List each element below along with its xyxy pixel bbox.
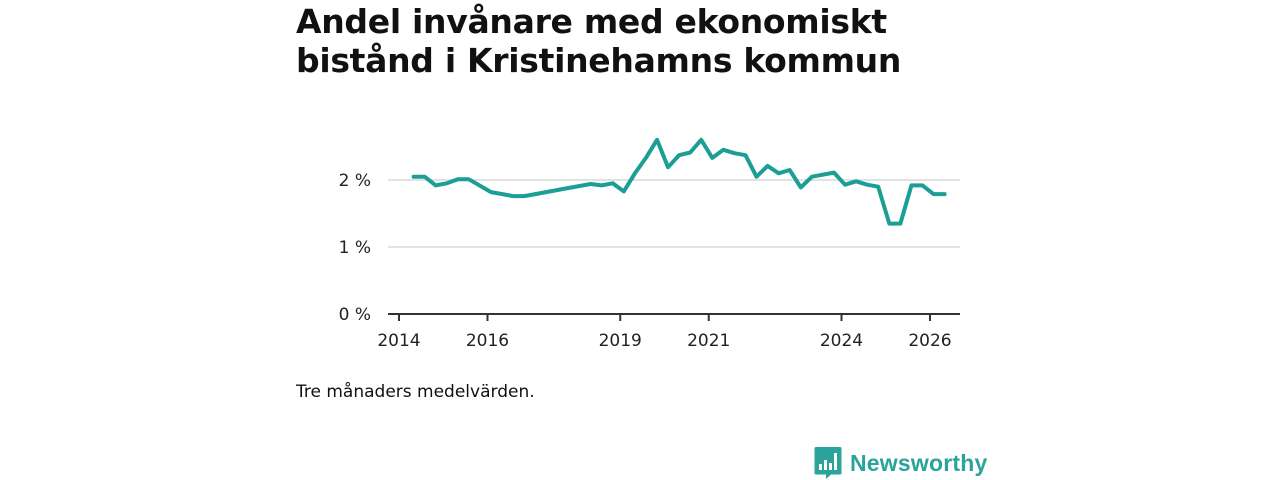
y-tick-label-0: 0 % xyxy=(339,305,371,325)
series-layer xyxy=(411,137,947,226)
y-tick-label-1: 1 % xyxy=(339,238,371,258)
x-tick-label-4: 2024 xyxy=(820,331,863,351)
gridlines xyxy=(388,179,960,248)
brand-name: Newsworthy xyxy=(850,449,988,476)
x-tick-label-5: 2026 xyxy=(908,331,951,351)
series-line-0 xyxy=(411,137,947,226)
chart-title-line-2: bistånd i Kristinehamns kommun xyxy=(296,41,902,80)
brand-logo: Newsworthy xyxy=(814,446,987,480)
x-tick-label-1: 2016 xyxy=(466,331,509,351)
axes: 0 % 1 % 2 % 2014 2016 2019 2021 2024 2026 xyxy=(339,171,960,351)
y-tick-label-2: 2 % xyxy=(339,171,371,191)
x-tick-label-0: 2014 xyxy=(377,331,420,351)
x-tick-label-3: 2021 xyxy=(687,331,730,351)
chart-note: Tre månaders medelvärden. xyxy=(296,382,535,402)
chart-title: Andel invånare med ekonomiskt bistånd i … xyxy=(296,2,996,80)
chart-title-line-1: Andel invånare med ekonomiskt xyxy=(296,2,887,41)
x-tick-label-2: 2019 xyxy=(599,331,642,351)
bar-chart-logo-icon xyxy=(814,447,842,479)
